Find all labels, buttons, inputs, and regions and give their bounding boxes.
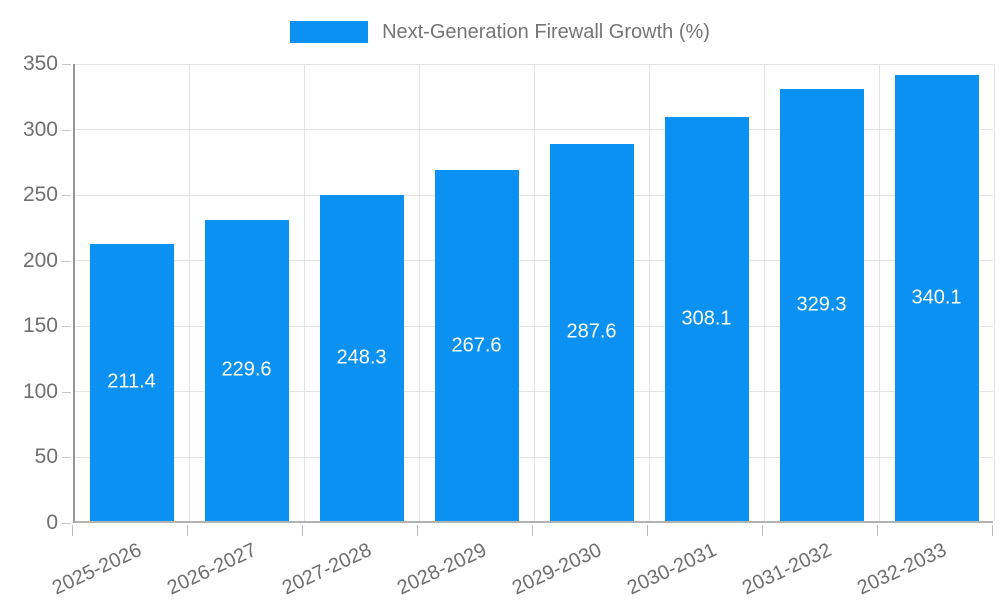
plot-area: 211.4 229.6 248.3 267.6 287.6 308.1 329.3 340.1	[73, 63, 995, 523]
bar-value-label: 340.1	[911, 286, 962, 309]
y-tick-label: 250	[22, 183, 58, 207]
v-gridline	[994, 64, 995, 521]
x-category-label: 2025-2026	[48, 539, 145, 600]
x-tick-mark	[532, 525, 533, 536]
y-tick-label: 350	[22, 52, 58, 75]
y-tick-label: 150	[22, 314, 58, 338]
bar[interactable]: 267.6	[434, 170, 519, 521]
x-category-label: 2027-2028	[278, 539, 375, 600]
bar[interactable]: 229.6	[204, 219, 289, 521]
x-category-label: 2028-2029	[393, 539, 490, 600]
x-tick-mark	[762, 525, 763, 536]
legend-swatch	[290, 21, 369, 43]
bar-value-label: 267.6	[451, 334, 502, 357]
v-gridline	[189, 64, 190, 521]
y-tick-label: 50	[34, 445, 58, 469]
bar[interactable]: 211.4	[89, 243, 174, 521]
x-category-label: 2031-2032	[738, 539, 835, 600]
bar[interactable]: 308.1	[664, 116, 749, 521]
x-tick-mark	[187, 525, 188, 536]
x-tick-mark	[877, 525, 878, 536]
v-gridline	[764, 64, 765, 521]
bar[interactable]: 329.3	[779, 89, 864, 521]
x-category-label: 2029-2030	[508, 539, 605, 600]
bar[interactable]: 248.3	[319, 195, 404, 521]
y-tick-label: 100	[22, 379, 58, 403]
bar-value-label: 248.3	[336, 346, 387, 369]
y-tick-mark	[62, 391, 71, 393]
v-gridline	[879, 64, 880, 521]
bar-value-label: 308.1	[681, 307, 732, 330]
x-tick-mark	[992, 525, 993, 536]
x-category-label: 2026-2027	[163, 539, 260, 600]
bar-value-label: 211.4	[107, 370, 156, 393]
legend-label: Next-Generation Firewall Growth (%)	[382, 20, 710, 43]
y-tick-label: 300	[22, 117, 58, 141]
bar[interactable]: 340.1	[894, 74, 979, 521]
y-tick-mark	[62, 326, 71, 328]
legend[interactable]: Next-Generation Firewall Growth (%)	[0, 18, 1000, 46]
bar-value-label: 287.6	[566, 320, 617, 343]
y-tick-mark	[62, 195, 71, 197]
y-tick-label: 0	[46, 511, 58, 534]
bar[interactable]: 287.6	[549, 143, 634, 521]
bar-value-label: 229.6	[221, 358, 272, 381]
x-category-label: 2030-2031	[623, 539, 720, 600]
y-tick-mark	[62, 129, 71, 131]
v-gridline	[304, 64, 305, 521]
x-tick-mark	[302, 525, 303, 536]
x-tick-mark	[417, 525, 418, 536]
y-tick-mark	[62, 523, 71, 524]
x-tick-mark	[647, 525, 648, 536]
v-gridline	[649, 64, 650, 521]
bar-value-label: 329.3	[796, 293, 847, 316]
y-tick-mark	[62, 260, 71, 262]
x-category-label: 2032-2033	[853, 539, 950, 600]
y-tick-mark	[62, 64, 71, 65]
v-gridline	[419, 64, 420, 521]
y-tick-label: 200	[22, 248, 58, 272]
x-tick-mark	[72, 525, 73, 536]
y-tick-mark	[62, 457, 71, 459]
v-gridline	[534, 64, 535, 521]
